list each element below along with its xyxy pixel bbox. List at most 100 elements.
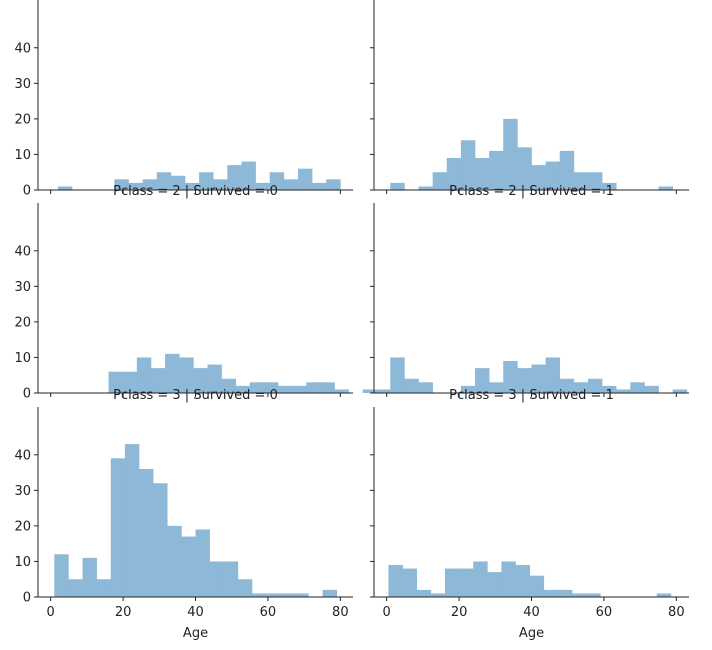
histogram-bar (124, 444, 140, 597)
histogram-bar (297, 168, 313, 190)
y-tick-label: 10 (14, 555, 31, 570)
histogram-bar (446, 158, 462, 190)
y-tick-label: 40 (14, 244, 31, 259)
histogram-bar (82, 557, 97, 597)
histogram-bar (545, 161, 561, 190)
histogram-bar (334, 389, 349, 393)
histogram-bar (529, 575, 545, 597)
histogram-bar (153, 483, 168, 597)
histogram-bar (227, 165, 242, 190)
y-tick-label: 30 (14, 280, 31, 295)
y-tick-label: 20 (14, 315, 31, 330)
y-tick-label: 10 (14, 148, 31, 163)
x-tick-label: 0 (47, 605, 55, 620)
histogram-bar (559, 378, 575, 393)
histogram-bar (269, 172, 285, 190)
histogram-bar (110, 458, 126, 597)
histogram-bar (241, 161, 256, 190)
histogram-bar (96, 579, 112, 597)
histogram-bar (573, 172, 589, 190)
histogram-bar (586, 593, 601, 597)
histogram-bar (199, 172, 214, 190)
histogram-bar (128, 182, 143, 190)
histogram-bar (376, 389, 392, 393)
histogram-bar (306, 382, 321, 393)
histogram-bar (644, 385, 659, 393)
histogram-bar (404, 378, 419, 393)
y-tick-label: 40 (14, 448, 31, 463)
x-tick-label: 40 (187, 605, 204, 620)
histogram-bar (179, 357, 194, 393)
histogram-bar (444, 568, 460, 597)
x-tick-label: 80 (332, 605, 349, 620)
histogram-bar (390, 357, 405, 393)
histogram-bar (531, 364, 546, 393)
histogram-bar (292, 385, 307, 393)
histogram-bar (209, 561, 225, 597)
histogram-bar (165, 353, 180, 393)
histogram-bar (255, 182, 271, 190)
histogram-bar (294, 593, 309, 597)
histogram-bar (213, 179, 228, 190)
histogram-bar (418, 382, 433, 393)
histogram-bar (531, 165, 546, 190)
histogram-bar (54, 554, 69, 597)
histogram-bar (473, 561, 488, 597)
histogram-bar (503, 361, 518, 393)
panel-title: Pclass = 3 | Survived = 0 (113, 388, 278, 403)
histogram-bar (278, 385, 293, 393)
histogram-bar (193, 368, 208, 393)
histogram-bar (459, 568, 474, 597)
histogram-bar (57, 186, 73, 190)
histogram-bar (266, 593, 281, 597)
histogram-bar (460, 140, 476, 190)
histogram-bar (167, 525, 182, 597)
histogram-bar (235, 385, 251, 393)
histogram-bar (251, 593, 267, 597)
y-tick-label: 0 (23, 184, 31, 199)
histogram-bar (517, 147, 532, 190)
histogram-bar (602, 385, 617, 393)
panel-title: Pclass = 2 | Survived = 0 (113, 184, 278, 199)
x-axis-label: Age (183, 626, 208, 641)
histogram-bar (416, 589, 432, 597)
facet-panel-3: 0 10 20 30 40 Pclass = 2 | Survived = 0 (14, 184, 392, 402)
histogram-bar (195, 529, 210, 597)
x-tick-label: 20 (115, 605, 132, 620)
histogram-bar (460, 385, 476, 393)
x-tick-label: 0 (383, 605, 391, 620)
histogram-bar (501, 561, 516, 597)
histogram-bar (326, 179, 341, 190)
histogram-bar (475, 158, 490, 190)
panel-title: Pclass = 3 | Survived = 1 (449, 388, 614, 403)
y-tick-label: 40 (14, 41, 31, 56)
histogram-bar (320, 382, 335, 393)
histogram-bar (557, 589, 573, 597)
histogram-bar (170, 175, 186, 190)
y-tick-label: 0 (23, 387, 31, 402)
histogram-bar (475, 368, 490, 393)
histogram-bar (108, 371, 124, 393)
histogram-bar (249, 382, 265, 393)
x-tick-label: 60 (596, 605, 613, 620)
histogram-bar (362, 389, 378, 393)
histogram-bar (517, 368, 532, 393)
histogram-bar (630, 382, 645, 393)
histogram-bar (150, 368, 166, 393)
histogram-bar (602, 182, 617, 190)
y-tick-label: 20 (14, 519, 31, 534)
histogram-bar (587, 378, 603, 393)
facet-panel-2: Pclass = 1 | Survived = 1 (370, 0, 689, 194)
panel-title: Pclass = 2 | Survived = 1 (449, 184, 614, 199)
histogram-bar (545, 357, 561, 393)
x-tick-label: 20 (451, 605, 468, 620)
x-axis-label: Age (519, 626, 544, 641)
x-tick-label: 80 (668, 605, 685, 620)
histogram-bar (68, 579, 83, 597)
histogram-bar (515, 565, 530, 597)
y-tick-label: 30 (14, 77, 31, 92)
histogram-bar (543, 589, 559, 597)
histogram-bar (402, 568, 418, 597)
